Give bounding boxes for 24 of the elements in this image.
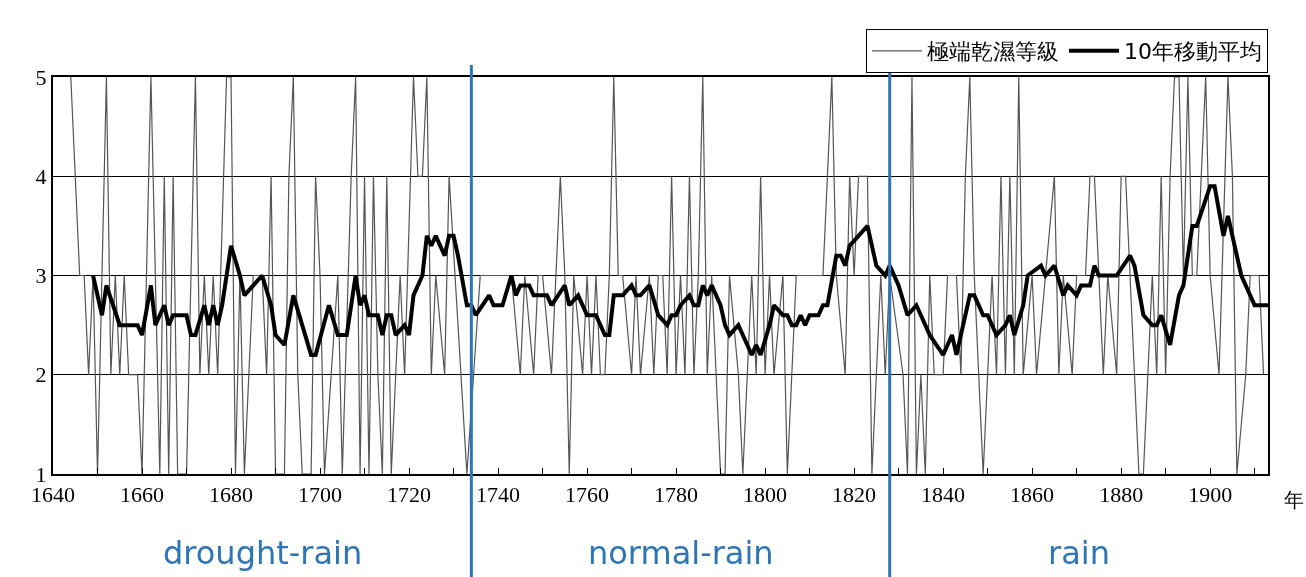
y-tick-label: 5 <box>35 64 47 90</box>
y-tick-label: 3 <box>35 263 47 289</box>
text: rain <box>1048 534 1110 572</box>
text: normal-rain <box>588 534 774 572</box>
x-tick-label: 1660 <box>120 482 165 508</box>
legend-label: 10年移動平均 <box>1124 39 1262 65</box>
x-tick-label: 1720 <box>387 482 432 508</box>
x-tick-label: 1900 <box>1188 482 1233 508</box>
x-tick-label: 1780 <box>654 482 699 508</box>
y-tick-label: 2 <box>35 362 47 388</box>
text: drought-rain <box>163 534 363 572</box>
x-tick-label: 1760 <box>565 482 610 508</box>
y-tick-label: 4 <box>35 163 47 189</box>
line-series <box>70 77 1265 474</box>
x-tick-label: 1880 <box>1099 482 1144 508</box>
legend-label: 極端乾濕等級 <box>927 39 1059 65</box>
x-tick-label: 1860 <box>1010 482 1055 508</box>
x-tick-label: 1740 <box>476 482 521 508</box>
x-tick-label: 1680 <box>209 482 254 508</box>
x-tick-label: 1800 <box>743 482 788 508</box>
x-tick-label: 1700 <box>298 482 343 508</box>
x-tick-label: 1840 <box>921 482 966 508</box>
x-axis-title: 年 <box>1284 488 1304 512</box>
x-tick-label: 1820 <box>832 482 877 508</box>
